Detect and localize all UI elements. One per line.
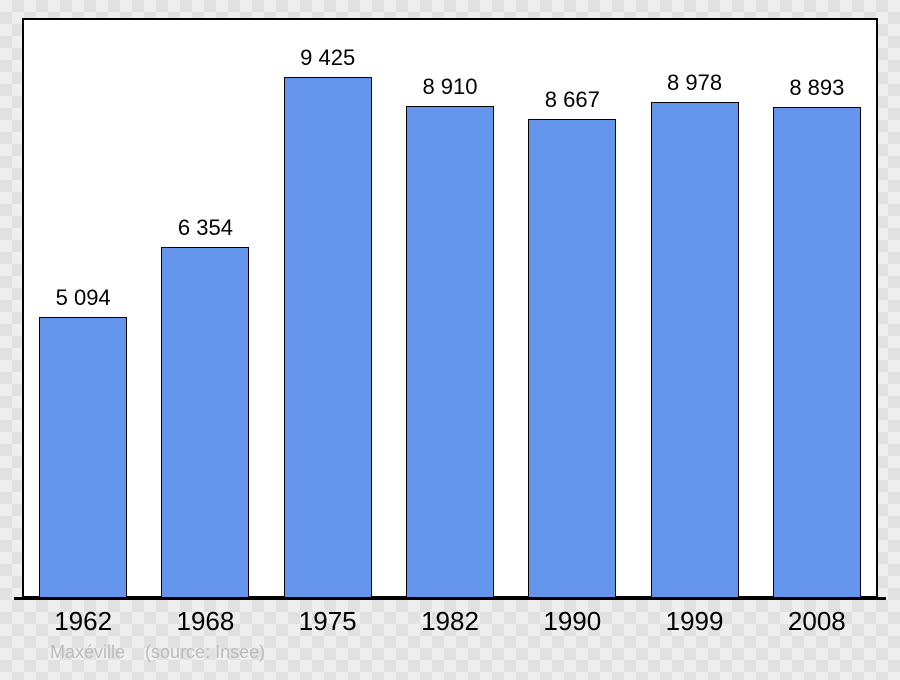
x-axis-label: 1982 — [389, 606, 511, 637]
bar — [651, 102, 739, 598]
bar-value-label: 5 094 — [22, 285, 144, 311]
bar — [528, 119, 616, 598]
bar-value-label: 8 893 — [756, 75, 878, 101]
bar — [39, 317, 127, 598]
source-text: (source: Insee) — [145, 642, 265, 662]
x-axis-label: 1962 — [22, 606, 144, 637]
bar — [284, 77, 372, 598]
bar — [406, 106, 494, 598]
bar-value-label: 8 978 — [633, 70, 755, 96]
bar-value-label: 8 910 — [389, 74, 511, 100]
bar — [773, 107, 861, 598]
x-axis-label: 2008 — [756, 606, 878, 637]
x-axis-label: 1999 — [633, 606, 755, 637]
source-caption: Maxéville (source: Insee) — [50, 642, 265, 663]
x-axis-label: 1990 — [511, 606, 633, 637]
x-axis-label: 1975 — [267, 606, 389, 637]
bar-value-label: 8 667 — [511, 87, 633, 113]
bar — [161, 247, 249, 598]
bar-value-label: 6 354 — [144, 215, 266, 241]
chart-canvas: 5 094 6 354 9 4258 9108 6678 9788 893 1962… — [0, 0, 900, 680]
bar-value-label: 9 425 — [267, 45, 389, 71]
x-axis-label: 1968 — [144, 606, 266, 637]
source-place: Maxéville — [50, 642, 125, 662]
